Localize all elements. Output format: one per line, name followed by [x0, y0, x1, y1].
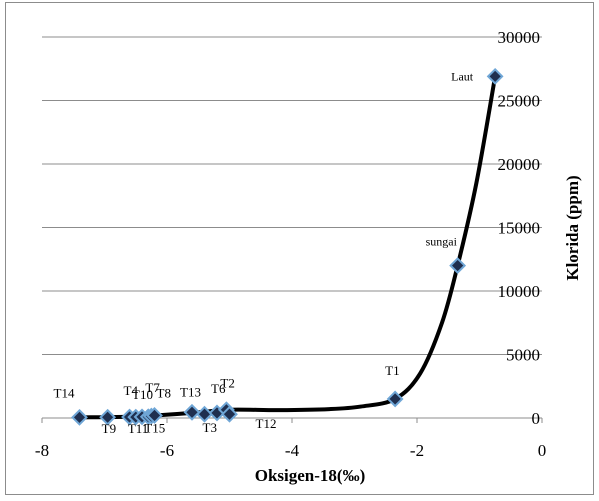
point-label: T4 [124, 383, 139, 398]
y-tick-label: 20000 [498, 155, 541, 174]
x-tick-label: -6 [160, 441, 174, 460]
y-tick-label: 30000 [498, 28, 541, 47]
data-point-marker [196, 405, 213, 423]
y-axis-title: Klorida (ppm) [563, 175, 582, 280]
data-point-marker [71, 408, 88, 426]
point-label: T7 [145, 380, 160, 395]
y-tick-label: 5000 [506, 346, 540, 365]
point-label: T8 [157, 385, 171, 400]
y-tick-label: 10000 [498, 282, 541, 301]
data-point-marker [146, 407, 163, 424]
x-tick-label: -4 [285, 441, 300, 460]
point-label: T10 [132, 387, 153, 402]
y-tick-label: 25000 [498, 92, 541, 111]
data-point-marker [449, 257, 467, 275]
y-tick-label: 0 [532, 409, 541, 428]
point-label: T2 [220, 376, 234, 391]
point-label: T9 [102, 421, 116, 436]
x-tick-label: 0 [538, 441, 547, 460]
point-label: T1 [385, 363, 399, 378]
data-point-marker [183, 403, 201, 421]
data-points [71, 67, 504, 426]
data-point-marker [221, 405, 238, 423]
x-tick-labels: -8 -6 -4 -2 0 [35, 418, 546, 460]
point-label: T11 [128, 421, 148, 436]
chart-area [5, 2, 594, 495]
gridlines [42, 36, 542, 355]
y-tick-labels: 0 5000 10000 15000 20000 25000 30000 [498, 28, 541, 428]
point-label: Laut [451, 69, 474, 83]
data-point-marker [99, 408, 117, 426]
x-tick-label: -2 [410, 441, 424, 460]
y-tick-label: 15000 [498, 219, 541, 238]
point-label: T12 [256, 416, 277, 431]
point-label: sungai [426, 235, 458, 249]
point-label: T13 [180, 384, 201, 399]
point-label: T15 [144, 421, 165, 436]
x-tick-label: -8 [35, 441, 49, 460]
data-point-marker [386, 390, 404, 408]
point-label: T14 [54, 385, 75, 400]
point-label: T6 [211, 381, 226, 396]
point-label: T3 [203, 420, 217, 435]
data-point-marker [486, 67, 504, 85]
x-axis-title: Oksigen-18(‰) [255, 466, 366, 485]
